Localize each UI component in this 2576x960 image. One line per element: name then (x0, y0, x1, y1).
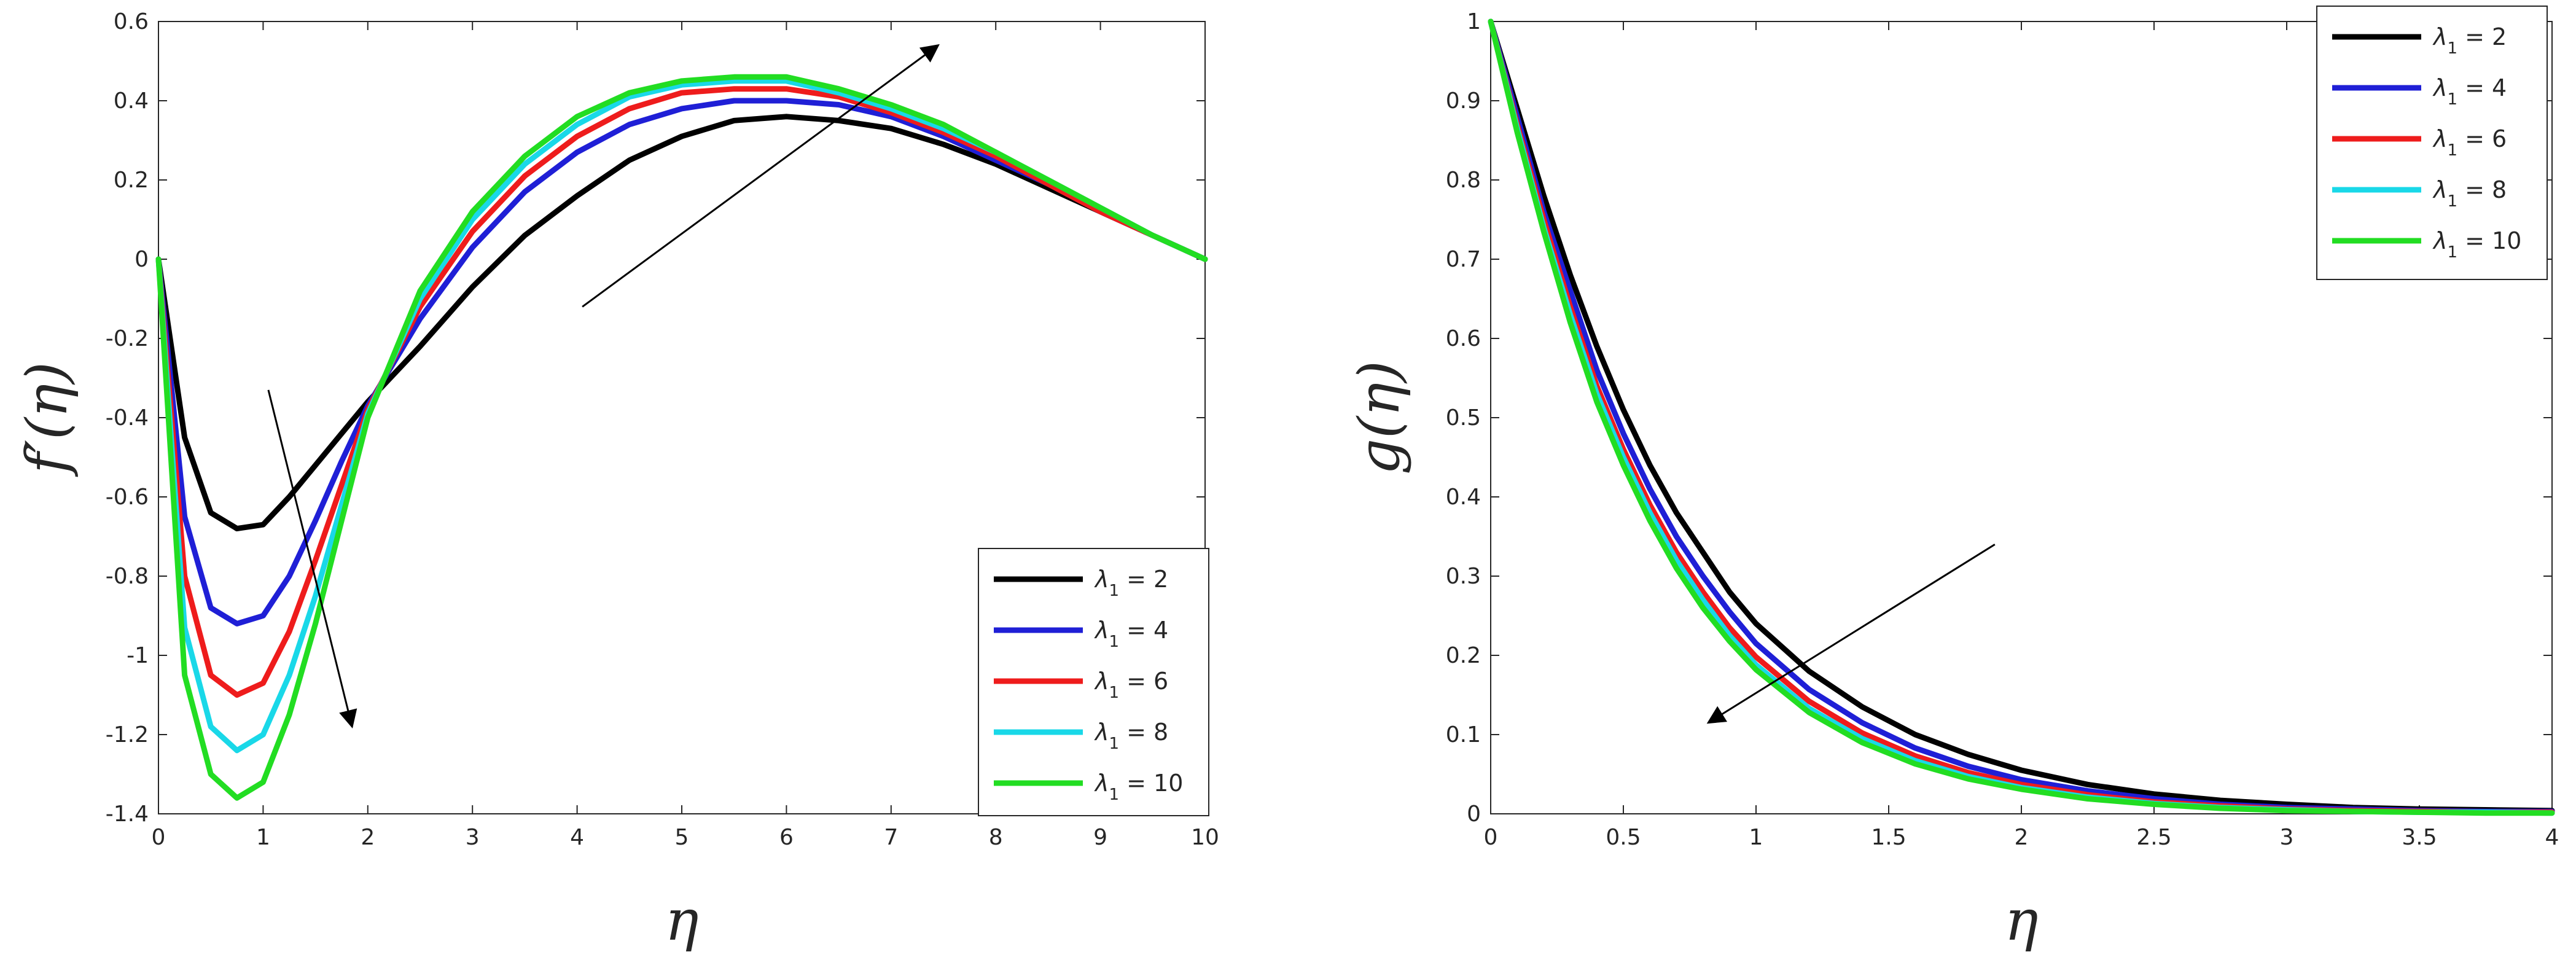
legend-label: λ1 = 2 (2432, 23, 2507, 58)
x-tick-label: 3 (2280, 825, 2294, 850)
x-tick-label: 4 (2545, 825, 2559, 850)
y-tick-label: -0.2 (106, 326, 149, 351)
x-tick-label: 10 (1191, 825, 1219, 850)
trend-arrow (1706, 544, 1996, 724)
y-tick-label: 0.2 (114, 168, 149, 193)
y-tick-label: 0.4 (1446, 485, 1481, 510)
legend-label: λ1 = 8 (2432, 176, 2507, 211)
x-tick-label: 1 (256, 825, 270, 850)
right-chart-panel: 0 0.5 1 1.5 2 2.5 3 3.5 4 1 0.9 0.8 0.7 0.6 0.5 0.4 0.3 0… (1346, 6, 2559, 953)
y-tick-label: -0.4 (106, 405, 149, 431)
series-line-1 (1488, 18, 2555, 814)
x-tick-label: 0 (152, 825, 166, 850)
legend-label: λ1 = 10 (2432, 227, 2521, 262)
y-tick-label: 0.6 (114, 9, 149, 34)
legend-label: λ1 = 6 (1094, 668, 1168, 702)
y-tick-label: -1 (127, 643, 149, 668)
y-tick-label: 0.5 (1446, 405, 1481, 431)
y-tick-label: 0 (1467, 802, 1481, 827)
y-tick-label: 0.4 (114, 88, 149, 114)
series-line-3 (155, 86, 1208, 698)
y-axis-label: g(η) (1346, 361, 1412, 475)
legend-label: λ1 = 2 (1094, 566, 1168, 600)
y-tick-label: 0.2 (1446, 643, 1481, 668)
x-axis-label: η (2004, 888, 2038, 953)
series-line-1 (155, 114, 1208, 532)
y-tick-label: -1.4 (106, 802, 149, 827)
left-chart-panel: 0 1 2 3 4 5 6 7 8 9 10 0.6 0.4 0.2 0 -0.2 -0.4 -0.6 -0.8 -1… (14, 9, 1219, 953)
x-tick-label: 3.5 (2402, 825, 2437, 850)
series-line-5 (1488, 18, 2555, 816)
legend-label: λ1 = 4 (1094, 617, 1168, 651)
x-tick-label: 0.5 (1606, 825, 1641, 850)
x-tick-label: 3 (466, 825, 480, 850)
legend-box (2316, 6, 2548, 280)
y-axis-label: f′(η) (14, 362, 80, 477)
x-tick-label: 7 (884, 825, 898, 850)
trend-arrow (582, 44, 940, 308)
legend-label: λ1 = 6 (2432, 125, 2507, 160)
y-tick-label: 0.7 (1446, 247, 1481, 272)
x-tick-label: 0 (1484, 825, 1498, 850)
x-tick-label: 6 (779, 825, 794, 850)
y-tick-label: -0.8 (106, 564, 149, 589)
x-tick-label: 2 (2015, 825, 2029, 850)
y-tick-label: 0.9 (1446, 88, 1481, 114)
y-tick-label: 0.1 (1446, 722, 1481, 747)
x-tick-label: 1 (1749, 825, 1763, 850)
y-tick-label: 0.8 (1446, 168, 1481, 193)
y-tick-label: 0 (135, 247, 149, 272)
x-tick-label: 4 (570, 825, 584, 850)
x-axis-label: η (665, 888, 698, 953)
y-tick-label: 0.6 (1446, 326, 1481, 351)
legend-label: λ1 = 8 (1094, 719, 1168, 753)
y-tick-label: 1 (1467, 9, 1481, 34)
legend-label: λ1 = 10 (1094, 770, 1183, 804)
y-tick-label: 0.3 (1446, 564, 1481, 589)
x-tick-label: 2 (361, 825, 375, 850)
trend-arrow (267, 389, 357, 729)
x-tick-label: 2.5 (2136, 825, 2171, 850)
x-tick-label: 9 (1093, 825, 1107, 850)
series-line-2 (155, 98, 1208, 626)
x-tick-label: 1.5 (1871, 825, 1906, 850)
y-tick-label: -1.2 (106, 722, 149, 747)
y-tick-label: -0.6 (106, 485, 149, 510)
series-line-5 (155, 74, 1208, 801)
x-tick-label: 8 (989, 825, 1003, 850)
x-tick-label: 5 (675, 825, 689, 850)
legend-label: λ1 = 4 (2432, 74, 2507, 109)
